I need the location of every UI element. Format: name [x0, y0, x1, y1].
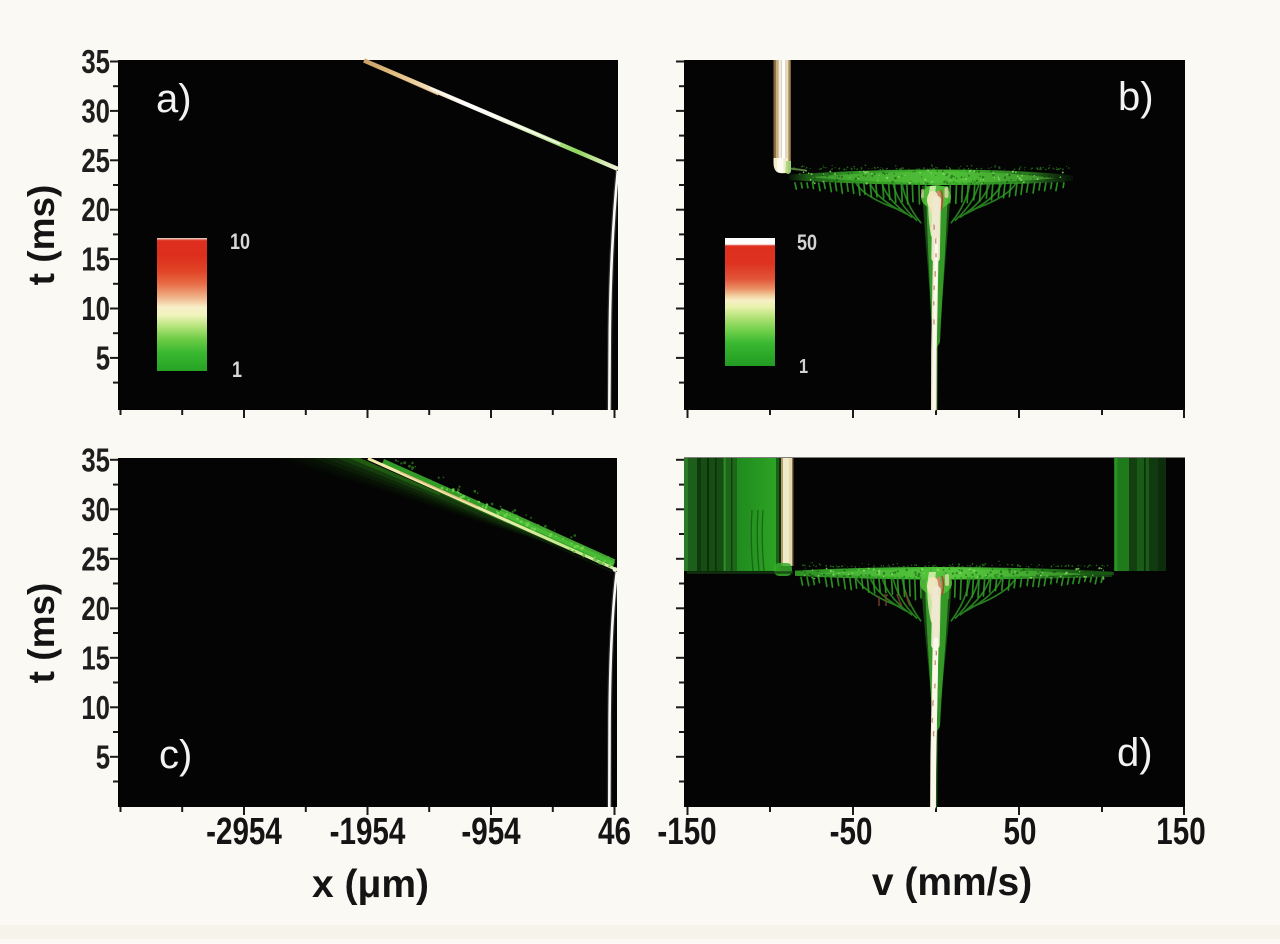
- svg-text:150: 150: [1156, 811, 1205, 853]
- svg-text:b): b): [1118, 75, 1154, 119]
- svg-text:1: 1: [232, 358, 242, 382]
- svg-text:-1954: -1954: [330, 811, 406, 853]
- svg-text:5: 5: [96, 340, 110, 377]
- svg-text:5: 5: [96, 739, 110, 776]
- svg-text:d): d): [1117, 731, 1153, 775]
- svg-text:15: 15: [81, 640, 110, 677]
- svg-text:25: 25: [81, 541, 110, 578]
- svg-text:a): a): [156, 77, 192, 121]
- svg-text:46: 46: [598, 811, 631, 853]
- svg-text:c): c): [159, 733, 192, 777]
- svg-text:35: 35: [81, 442, 110, 479]
- svg-text:35: 35: [81, 44, 110, 81]
- svg-text:x (μm): x (μm): [312, 863, 429, 906]
- svg-text:1: 1: [799, 354, 808, 377]
- svg-text:10: 10: [230, 230, 250, 254]
- svg-text:-954: -954: [461, 811, 520, 853]
- svg-text:-2954: -2954: [206, 811, 282, 853]
- svg-text:50: 50: [1004, 811, 1037, 853]
- svg-text:50: 50: [797, 231, 817, 255]
- svg-text:30: 30: [81, 492, 110, 529]
- svg-text:15: 15: [81, 242, 110, 279]
- svg-text:20: 20: [81, 192, 110, 229]
- svg-text:t (ms): t (ms): [21, 583, 62, 684]
- svg-text:20: 20: [81, 591, 110, 628]
- svg-text:25: 25: [81, 143, 110, 180]
- svg-text:10: 10: [81, 291, 110, 328]
- svg-text:v (mm/s): v (mm/s): [872, 861, 1032, 904]
- svg-text:10: 10: [81, 690, 110, 727]
- svg-text:30: 30: [81, 93, 110, 130]
- svg-text:-50: -50: [830, 811, 873, 853]
- svg-text:t (ms): t (ms): [21, 185, 62, 286]
- svg-text:-150: -150: [657, 811, 716, 853]
